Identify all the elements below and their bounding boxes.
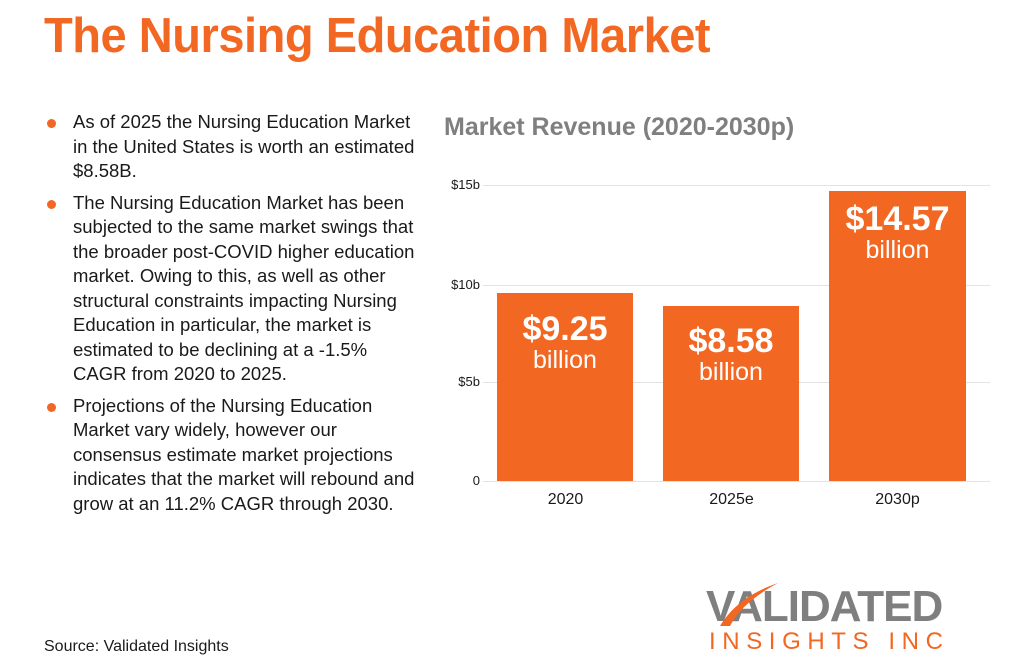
bullet-text: The Nursing Education Market has been su… — [73, 191, 415, 385]
validated-insights-logo: VALIDATED INSIGHTS INC — [706, 580, 976, 656]
bar-2030p: $14.57 billion — [829, 191, 966, 481]
x-tick-label: 2020 — [547, 491, 584, 508]
bullet-dot-icon — [47, 199, 56, 209]
x-tick-label: 2025e — [709, 491, 754, 508]
chart-title: Market Revenue (2020-2030p) — [444, 113, 795, 141]
bullet-dot-icon — [47, 402, 56, 412]
bullet-item: The Nursing Education Market has been su… — [44, 191, 424, 387]
y-tick-label: 0 — [472, 473, 480, 488]
bullet-item: Projections of the Nursing Education Mar… — [44, 394, 424, 517]
bar-unit-label: billion — [699, 358, 763, 386]
bar-unit-label: billion — [533, 346, 597, 374]
bullet-dot-icon — [47, 119, 56, 128]
bullet-item: As of 2025 the Nursing Education Market … — [44, 110, 424, 184]
gridline — [483, 285, 990, 286]
y-tick-label: $10b — [451, 277, 480, 292]
bar-value-label: $8.58 — [688, 322, 774, 360]
x-tick-label: 2030p — [875, 491, 920, 508]
y-tick-label: $15b — [451, 177, 480, 192]
bar-value-label: $9.25 — [522, 310, 608, 348]
logo-wordmark: VALIDATED — [706, 582, 943, 631]
bar-value-label: $14.57 — [845, 200, 950, 238]
y-tick-label: $5b — [458, 374, 480, 389]
bar-2025e: $8.58 billion — [663, 306, 799, 481]
source-note: Source: Validated Insights — [44, 638, 229, 655]
bullet-text: As of 2025 the Nursing Education Market … — [73, 111, 415, 181]
logo-subtitle: INSIGHTS INC — [709, 628, 950, 655]
bullet-list: As of 2025 the Nursing Education Market … — [44, 110, 424, 523]
bullet-text: Projections of the Nursing Education Mar… — [73, 394, 415, 514]
logo-swoosh-icon — [720, 583, 778, 626]
gridline — [483, 185, 990, 186]
bar-unit-label: billion — [865, 236, 930, 264]
page-title: The Nursing Education Market — [44, 9, 711, 63]
x-axis-baseline — [483, 481, 990, 482]
bar-2020: $9.25 billion — [497, 293, 633, 481]
